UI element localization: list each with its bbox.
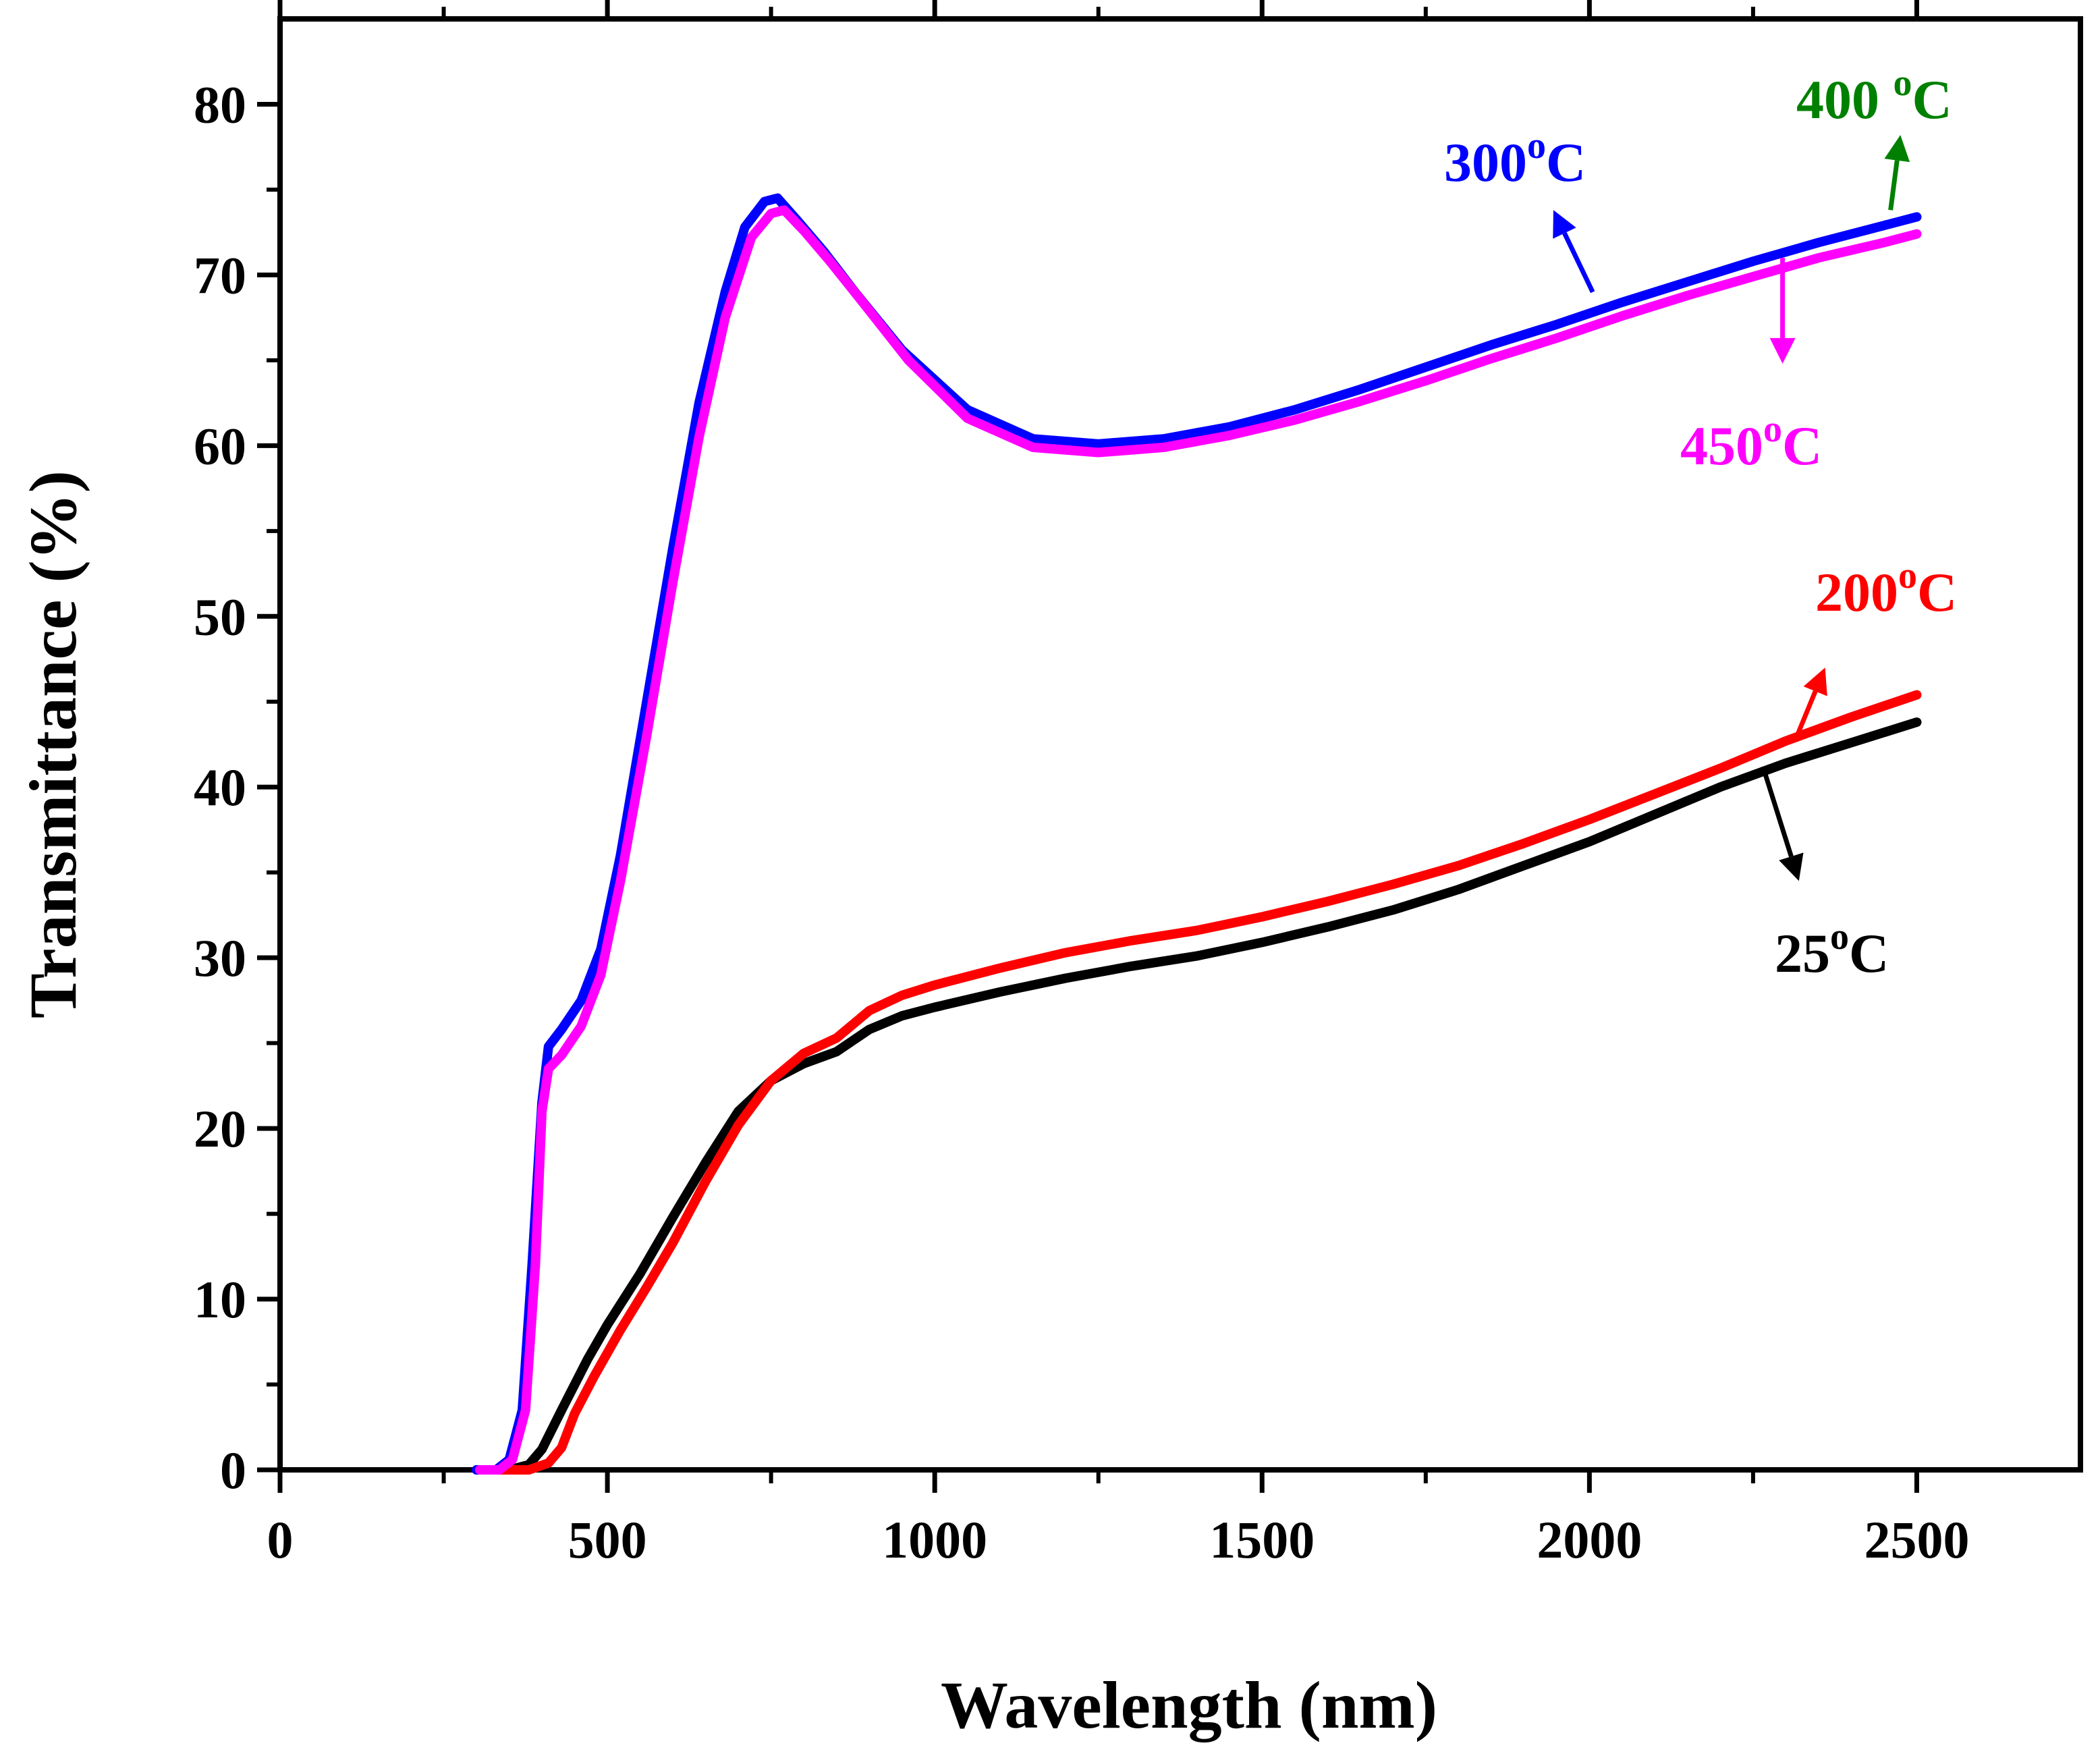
degree-symbol: o [1763,408,1782,450]
y-tick-label: 30 [194,929,246,987]
x-tick-label: 500 [568,1510,647,1569]
series-line-3 [474,205,1922,1475]
temperature-label-4: 25oC [1775,916,1889,984]
annotation-arrow-head-2 [1769,337,1796,364]
degree-symbol: o [1527,125,1546,167]
celsius-unit: C [1917,561,1957,623]
annotation-arrow-shaft-4 [1761,765,1794,858]
celsius-unit: C [1912,69,1952,130]
celsius-unit: C [1782,415,1822,476]
annotation-arrow-head-4 [1779,852,1804,881]
series-line-2 [472,193,1922,1475]
y-tick-label: 40 [194,758,246,817]
temperature-value: 300 [1444,132,1527,193]
celsius-unit: C [1849,923,1889,984]
x-axis-ticks: 0 500 1000 1500 2000 2500 [267,0,1969,1569]
y-tick-label: 10 [194,1270,246,1329]
y-tick-label: 80 [194,75,246,134]
x-tick-label: 2500 [1864,1510,1969,1569]
x-axis-title: Wavelength (nm) [941,1668,1437,1743]
annotation-arrow-head-3 [1803,667,1827,696]
temperature-value: 400 [1796,69,1894,130]
x-tick-label: 1000 [882,1510,987,1569]
degree-symbol: o [1894,62,1912,104]
y-tick-label: 0 [220,1441,246,1500]
temperature-label-3: 200oC [1815,555,1957,623]
annotation-arrows [1553,135,1910,881]
temperature-label-0: 300oC [1444,125,1586,193]
y-tick-label: 20 [194,1099,246,1158]
annotation-arrow-head-0 [1553,210,1576,239]
celsius-unit: C [1546,132,1586,193]
x-tick-label: 1500 [1209,1510,1315,1569]
series-layer [472,193,1922,1475]
temperature-value: 25 [1775,923,1830,984]
temperature-value: 450 [1680,415,1763,476]
annotation-arrow-head-1 [1884,135,1910,163]
y-axis-ticks: 0 10 20 30 40 50 60 70 80 [194,75,280,1500]
degree-symbol: o [1898,555,1917,597]
y-tick-label: 50 [194,587,246,646]
y-axis-title: Transmittance (%) [16,470,90,1018]
series-line-1 [485,690,1922,1475]
temperature-label-1: 400 oC [1796,62,1952,130]
y-tick-label: 60 [194,416,246,475]
y-tick-label: 70 [194,246,246,304]
degree-symbol: o [1830,916,1849,958]
x-tick-label: 0 [267,1510,294,1569]
annotation-arrow-shaft-0 [1562,232,1595,294]
x-tick-label: 2000 [1537,1510,1642,1569]
temperature-label-2: 450oC [1680,408,1822,476]
annotation-arrow-shaft-3 [1793,690,1818,740]
plot-frame [277,16,2083,1473]
series-line-0 [472,717,1922,1475]
annotation-arrow-shaft-1 [1888,160,1900,211]
temperature-value: 200 [1815,561,1898,623]
